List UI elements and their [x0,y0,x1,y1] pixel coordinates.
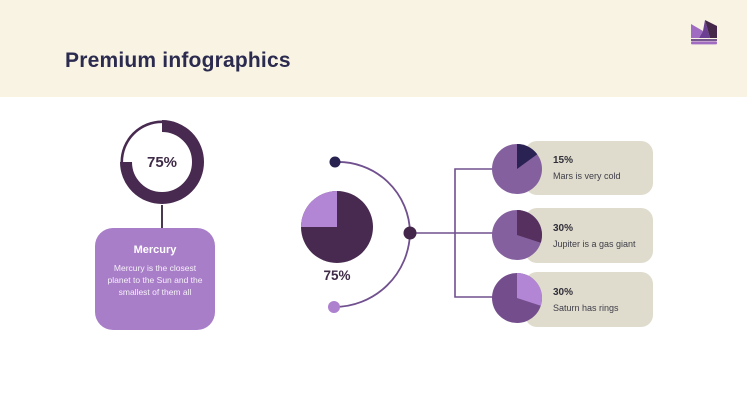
info-card-saturn: 30% Saturn has rings [525,272,653,327]
info-card-label: Mars is very cold [553,171,621,181]
center-pie-wedge [301,191,337,227]
jupiter-pie-chart [492,210,542,260]
orbit-dot-middle [403,226,417,240]
info-card-jupiter: 30% Jupiter is a gas giant [525,208,653,263]
orbit-dot-bottom [328,301,340,313]
info-card-percent: 30% [553,222,574,234]
jupiter-pie-wedge [517,210,542,243]
saturn-pie-wedge [517,273,542,306]
info-card-percent: 15% [553,155,574,166]
donut-card-connector [161,205,163,229]
crown-bar-line [691,39,717,41]
orbit-dot-top [329,156,341,168]
header-band [0,0,747,97]
mercury-card-description: Mercury is the closest planet to the Sun… [107,263,203,298]
mercury-card-title: Mercury [133,244,177,256]
crown-icon [691,20,717,45]
center-pie-percent-label: 75% [323,268,351,283]
mercury-card: Mercury Mercury is the closest planet to… [95,228,215,330]
info-card-mars: 15% Mars is very cold [525,141,653,195]
mercury-donut-chart [120,120,204,204]
connector-bracket [410,168,493,298]
info-card-label: Saturn has rings [553,302,619,313]
mars-pie-wedge [517,144,538,169]
orbit-diagram [301,156,493,313]
crown-left-facet [691,24,703,38]
saturn-pie-chart [492,273,542,323]
crown-right-facet [705,20,717,38]
donut-remainder-arc [120,120,163,163]
donut-filled-arc [120,120,204,204]
info-card-label: Jupiter is a gas giant [553,238,636,249]
mars-pie-chart [492,144,542,194]
donut-percent-label: 75% [146,153,178,171]
info-card-percent: 30% [553,286,574,298]
crown-bar [691,41,717,45]
page-title: Premium infographics [65,49,291,72]
crown-middle-facet [699,20,710,38]
